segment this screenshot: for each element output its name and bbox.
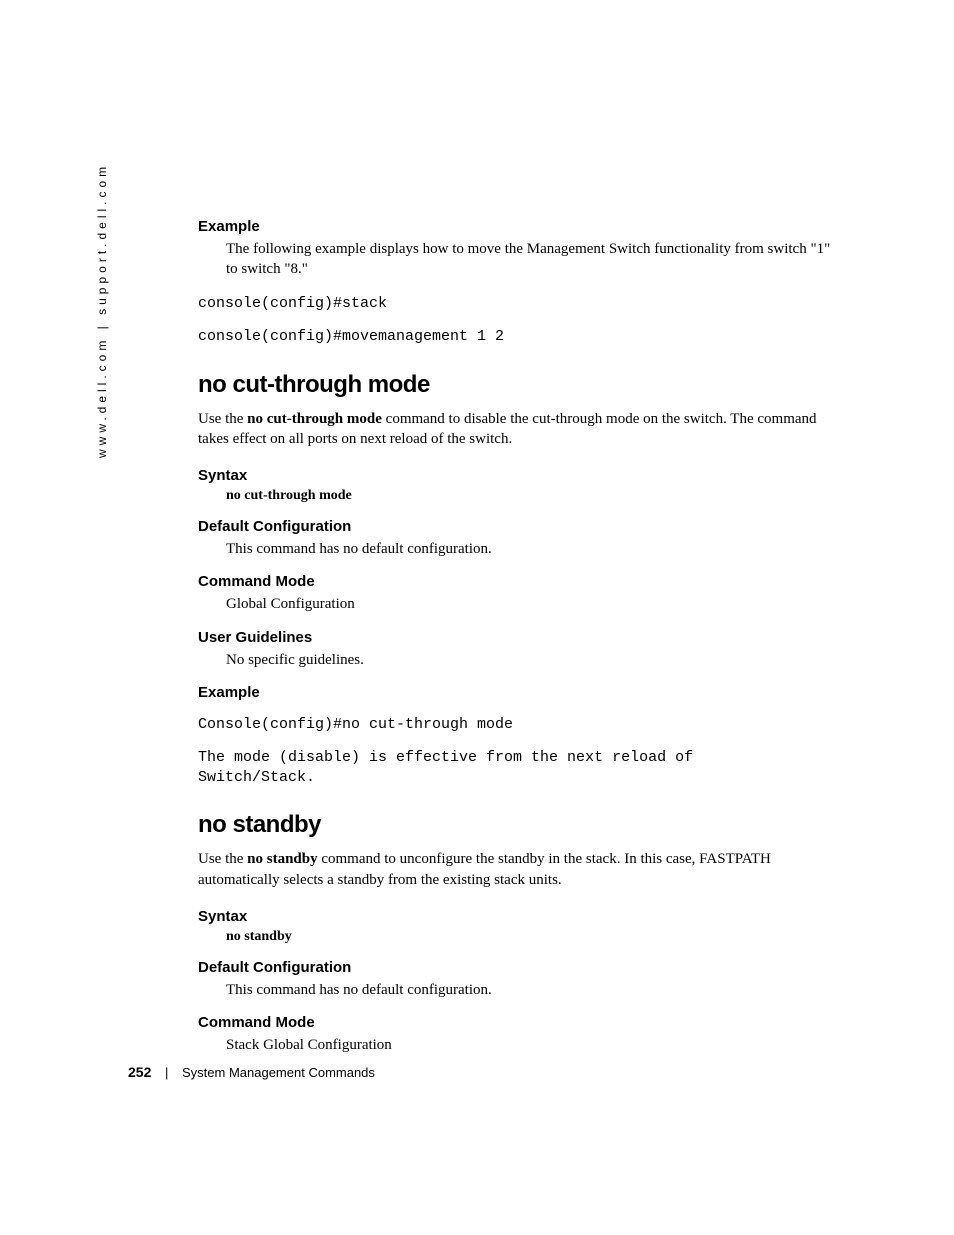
mode-text-2: Global Configuration (226, 594, 838, 614)
syntax-heading-2: Syntax (198, 467, 838, 484)
code-line-1: console(config)#stack (198, 294, 838, 314)
footer-separator: | (165, 1065, 168, 1080)
page-number: 252 (128, 1064, 151, 1080)
example-text-1: The following example displays how to mo… (226, 239, 838, 280)
syntax-text-2: no cut-through mode (226, 488, 838, 504)
default-heading-2: Default Configuration (198, 518, 838, 535)
mode-heading-3: Command Mode (198, 1014, 838, 1031)
code-line-2: console(config)#movemanagement 1 2 (198, 327, 838, 347)
guidelines-heading-2: User Guidelines (198, 629, 838, 646)
intro-prefix: Use the (198, 411, 247, 427)
default-text-2: This command has no default configuratio… (226, 539, 838, 559)
mode-text-3: Stack Global Configuration (226, 1035, 838, 1055)
example-heading-2: Example (198, 684, 838, 701)
sidebar-url: www.dell.com | support.dell.com (95, 163, 109, 458)
page-footer: 252 | System Management Commands (128, 1064, 375, 1080)
example-code-2a: Console(config)#no cut-through mode (198, 715, 838, 735)
syntax-heading-3: Syntax (198, 908, 838, 925)
page-content: Example The following example displays h… (198, 218, 838, 1069)
section2-intro: Use the no cut-through mode command to d… (198, 409, 838, 450)
section3-intro: Use the no standby command to unconfigur… (198, 849, 838, 890)
guidelines-text-2: No specific guidelines. (226, 650, 838, 670)
mode-heading-2: Command Mode (198, 573, 838, 590)
intro-bold: no cut-through mode (247, 411, 382, 427)
example-code-2b: The mode (disable) is effective from the… (198, 748, 838, 787)
section-title-standby: no standby (198, 811, 838, 839)
intro3-bold: no standby (247, 851, 317, 867)
example-heading-1: Example (198, 218, 838, 235)
default-heading-3: Default Configuration (198, 959, 838, 976)
intro3-prefix: Use the (198, 851, 247, 867)
default-text-3: This command has no default configuratio… (226, 980, 838, 1000)
chapter-name: System Management Commands (182, 1065, 375, 1080)
section-title-cutthrough: no cut-through mode (198, 371, 838, 399)
syntax-text-3: no standby (226, 929, 838, 945)
